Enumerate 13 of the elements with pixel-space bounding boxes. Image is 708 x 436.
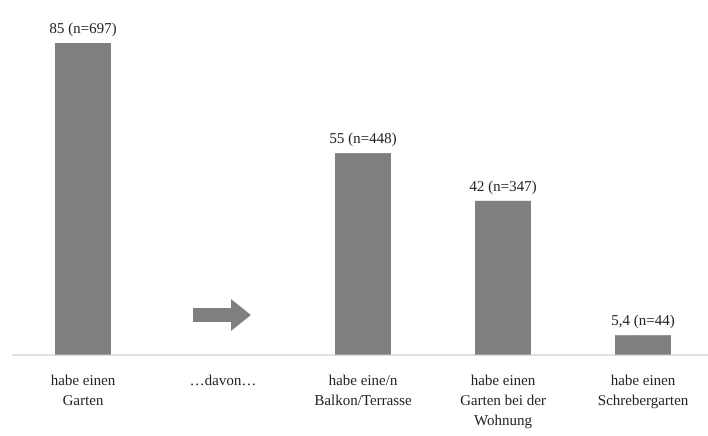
bar	[475, 200, 531, 355]
data-label: 5,4 (n=44)	[611, 313, 675, 330]
bar	[335, 153, 391, 355]
bar	[55, 43, 111, 355]
data-label: 42 (n=347)	[469, 178, 537, 195]
data-label: 85 (n=697)	[49, 21, 117, 37]
x-tick-label: …davon…	[190, 373, 256, 389]
data-label: 55 (n=448)	[329, 131, 397, 148]
x-tick-label: habe eine/n Balkon/Terrasse	[314, 373, 412, 409]
x-tick-label: habe einen Garten	[50, 373, 116, 409]
x-tick-label: habe einen Garten bei der Wohnung	[460, 373, 546, 429]
x-tick-label: habe einen Schrebergarten	[598, 373, 689, 409]
bar	[615, 335, 671, 355]
